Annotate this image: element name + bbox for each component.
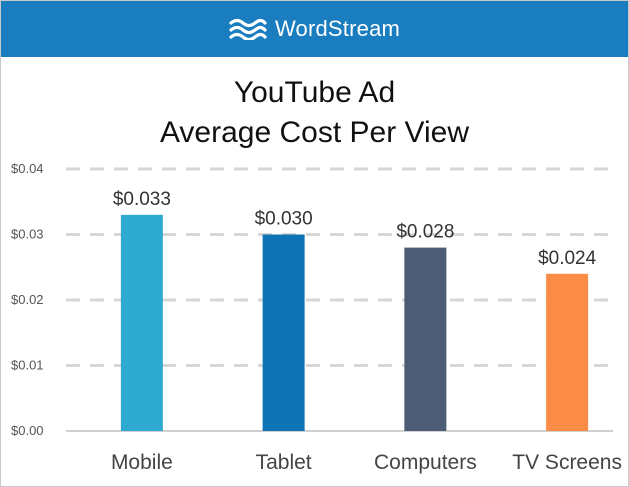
data-label: $0.033 — [113, 189, 171, 210]
y-tick-label: $0.02 — [11, 292, 44, 307]
bar — [120, 214, 163, 431]
x-category-label: Mobile — [111, 451, 173, 474]
data-label: $0.024 — [538, 248, 597, 269]
chart-title-line-1: YouTube Ad — [233, 76, 396, 109]
bar — [262, 234, 305, 431]
y-tick-label: $0.00 — [11, 423, 44, 438]
bar — [404, 247, 447, 431]
data-label: $0.028 — [396, 222, 454, 243]
x-category-label: Tablet — [256, 451, 312, 474]
brand-name: WordStream — [274, 16, 401, 41]
bar — [546, 273, 589, 431]
brand-banner: WordStream — [1, 1, 628, 57]
x-category-label: TV Screens — [512, 451, 622, 474]
y-tick-label: $0.04 — [11, 161, 44, 176]
wave-logo-icon — [229, 18, 267, 40]
y-tick-label: $0.01 — [11, 358, 44, 373]
y-tick-label: $0.03 — [11, 227, 44, 242]
x-category-label: Computers — [374, 451, 477, 474]
brand-logo: WordStream — [229, 16, 400, 42]
data-label: $0.030 — [255, 209, 313, 230]
chart-title-line-2: Average Cost Per View — [159, 116, 470, 149]
